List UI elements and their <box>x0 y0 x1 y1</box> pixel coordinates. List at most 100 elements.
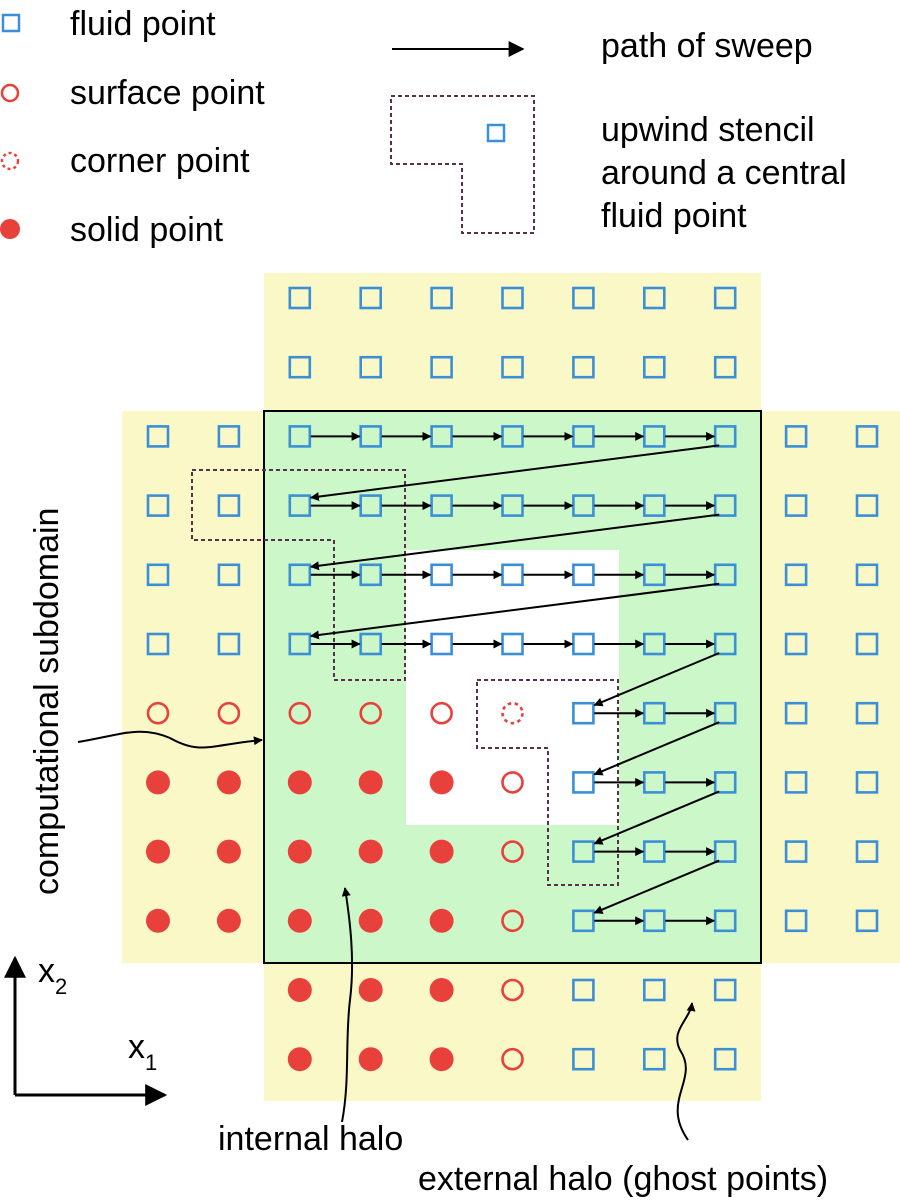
fluid-point <box>642 286 666 310</box>
fluid-point <box>713 771 737 794</box>
fluid-point <box>359 632 383 656</box>
fluid-point <box>501 286 524 310</box>
sweep-return-arrow <box>309 582 720 640</box>
fluid-point <box>359 494 383 517</box>
internal-halo-label: internal halo <box>218 1120 403 1158</box>
solid-point <box>429 770 454 795</box>
fluid-point <box>430 563 453 587</box>
fluid-point <box>784 771 808 794</box>
fluid-point <box>501 563 524 587</box>
fluid-point <box>430 286 453 310</box>
fluid-point <box>572 355 595 379</box>
external-halo-label: external halo (ghost points) <box>418 1160 828 1198</box>
fluid-point <box>784 840 808 863</box>
fluid-point <box>642 355 666 379</box>
sweep-return-arrow <box>593 790 720 845</box>
surface-point <box>501 978 524 1002</box>
fluid-point <box>784 494 808 517</box>
grid-points <box>146 286 879 1072</box>
axis-x1-label: x1 <box>128 1028 157 1075</box>
solid-point <box>287 839 312 864</box>
fluid-point <box>572 771 595 794</box>
fluid-point <box>572 1047 595 1071</box>
surface-point <box>501 840 524 863</box>
annotations: computational subdomain internal halo ex… <box>3 508 828 1198</box>
fluid-point <box>146 425 170 448</box>
legend-stencil-outline <box>390 95 535 234</box>
legend-stencil-fluid-point <box>486 123 506 143</box>
legend-fluid-symbol <box>1 13 21 33</box>
fluid-point <box>359 355 383 379</box>
legend-surface-symbol <box>0 83 20 103</box>
fluid-point <box>713 701 737 725</box>
regions <box>122 273 900 1101</box>
fluid-point <box>642 494 666 517</box>
fluid-point <box>713 840 737 863</box>
axis-x2-label: x2 <box>38 952 67 999</box>
fluid-point <box>713 494 737 517</box>
fluid-point <box>855 771 879 794</box>
legend: fluid point surface point corner point s… <box>0 5 847 249</box>
fluid-point <box>713 978 737 1002</box>
fluid-point <box>572 840 595 863</box>
sweep-return-arrow <box>593 859 720 914</box>
sweep-return-arrow <box>309 444 720 502</box>
legend-corner-label: corner point <box>70 142 250 180</box>
fluid-point <box>855 701 879 725</box>
fluid-point <box>501 632 524 656</box>
surface-point <box>430 701 453 725</box>
solid-point <box>429 978 454 1002</box>
fluid-point <box>855 563 879 587</box>
fluid-point <box>572 978 595 1002</box>
subdomain-label: computational subdomain <box>28 508 66 895</box>
surface-point <box>501 909 524 933</box>
surface-point <box>146 701 170 725</box>
surface-point <box>359 701 383 725</box>
fluid-point <box>642 563 666 587</box>
fluid-point <box>713 632 737 656</box>
solid-point <box>358 839 383 864</box>
fluid-point <box>359 286 383 310</box>
legend-stencil-line3: fluid point <box>601 197 747 235</box>
legend-surface-label: surface point <box>70 74 265 112</box>
solid-point <box>146 770 170 795</box>
fluid-point <box>501 355 524 379</box>
stencils <box>191 469 619 886</box>
fluid-point <box>642 840 666 863</box>
external-halo-bottom <box>264 963 761 1101</box>
solid-point <box>358 1047 383 1072</box>
legend-solid-symbol <box>0 219 20 239</box>
solid-point <box>216 908 241 933</box>
solid-point <box>216 839 241 864</box>
fluid-point <box>217 632 241 656</box>
fluid-point <box>784 563 808 587</box>
fluid-point <box>713 286 737 310</box>
fluid-point <box>430 494 453 517</box>
fluid-point <box>572 701 595 725</box>
fluid-point <box>572 286 595 310</box>
fluid-point <box>288 425 312 448</box>
fluid-point <box>642 701 666 725</box>
fluid-point <box>784 909 808 933</box>
solid-point <box>429 908 454 933</box>
legend-stencil-line1: upwind stencil <box>601 111 815 149</box>
fluid-point <box>572 632 595 656</box>
fluid-point <box>855 632 879 656</box>
fluid-point <box>288 286 312 310</box>
fluid-point <box>146 632 170 656</box>
solid-point <box>429 1047 454 1072</box>
legend-stencil-line2: around a central <box>601 154 847 192</box>
fluid-point <box>713 563 737 587</box>
fluid-point <box>501 425 524 448</box>
stencil-outline-lower <box>476 679 619 886</box>
fluid-point <box>430 355 453 379</box>
fluid-point <box>713 1047 737 1071</box>
fluid-point <box>217 563 241 587</box>
sweep-return-arrow <box>309 513 720 571</box>
fluid-point <box>572 494 595 517</box>
fluid-point <box>288 355 312 379</box>
fluid-point <box>855 840 879 863</box>
legend-fluid-label: fluid point <box>70 5 216 43</box>
fluid-point <box>288 494 312 517</box>
surface-point <box>501 1047 524 1071</box>
